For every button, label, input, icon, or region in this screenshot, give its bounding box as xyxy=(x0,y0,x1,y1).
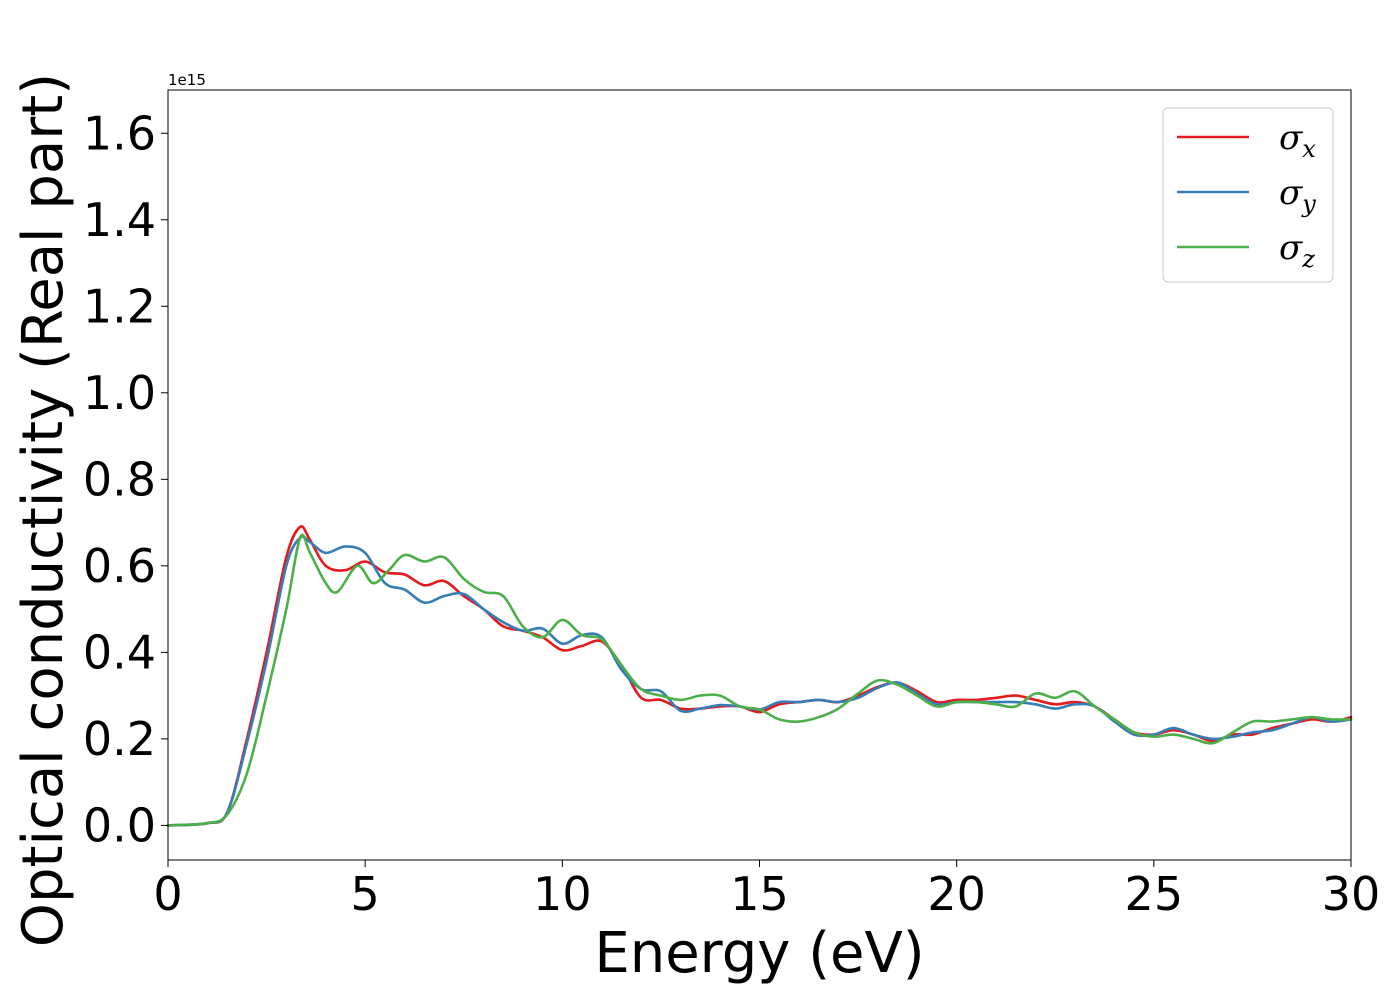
legend-label-x: σx xyxy=(1279,118,1316,163)
x-axis: 0 5 10 15 20 25 30 xyxy=(153,860,1380,921)
y-tick-label: 0.6 xyxy=(83,539,156,593)
legend-label-y: σy xyxy=(1279,173,1316,218)
y-tick-label: 1.4 xyxy=(83,193,156,247)
series-layer xyxy=(166,525,1353,827)
x-tick-label: 0 xyxy=(153,867,182,921)
series-line-z xyxy=(166,533,1353,827)
y-tick-label: 0.4 xyxy=(83,625,156,679)
y-tick-label: 0.2 xyxy=(83,712,156,766)
x-tick-label: 25 xyxy=(1125,867,1184,921)
x-tick-label: 20 xyxy=(927,867,986,921)
y-tick-label: 1.6 xyxy=(83,106,156,160)
legend-label-z: σz xyxy=(1279,228,1315,273)
x-tick-label: 30 xyxy=(1322,867,1381,921)
x-tick-label: 10 xyxy=(533,867,592,921)
x-tick-label: 5 xyxy=(351,867,380,921)
x-tick-label: 15 xyxy=(730,867,789,921)
y-tick-label: 0.8 xyxy=(83,452,156,506)
x-axis-title: Energy (eV) xyxy=(594,921,924,986)
y-tick-label: 1.2 xyxy=(83,279,156,333)
y-axis-title: Optical conductivity (Real part) xyxy=(11,73,76,947)
y-tick-label: 1.0 xyxy=(83,366,156,420)
y-axis: 0.0 0.2 0.4 0.6 0.8 1.0 1.2 1.4 1.6 xyxy=(83,106,168,852)
legend: σx σy σz xyxy=(1162,107,1334,283)
y-axis-offset-label: 1e15 xyxy=(168,71,206,89)
y-tick-label: 0.0 xyxy=(83,798,156,852)
legend-box xyxy=(1162,107,1334,283)
